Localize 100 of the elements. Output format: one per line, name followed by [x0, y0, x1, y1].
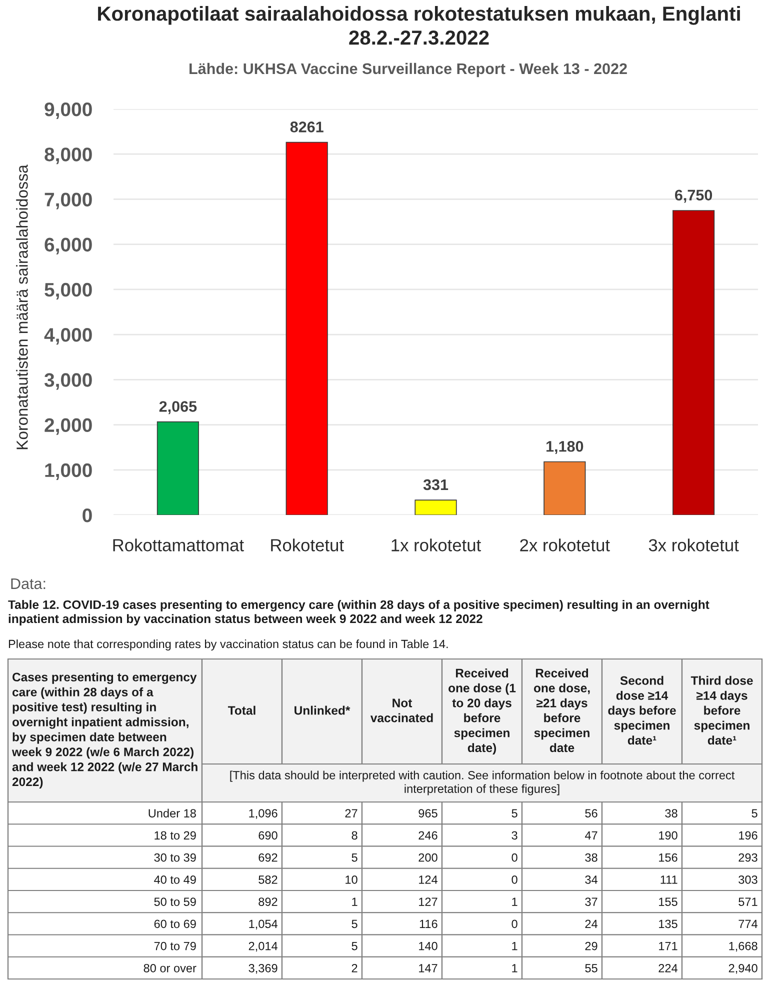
- data-label: 774: [738, 920, 758, 928]
- data-label: 1: [512, 964, 518, 972]
- data-label: 1: [512, 942, 518, 950]
- data-label: 5: [352, 920, 358, 928]
- data-label: 38: [585, 853, 598, 862]
- data-label: 293: [738, 853, 758, 862]
- y-tick-label: 4,000: [44, 328, 92, 345]
- data-label: 224: [658, 964, 678, 972]
- y-tick-label: 30 to 39: [154, 853, 196, 862]
- data-label: 2: [352, 964, 358, 972]
- data-label: 1,096: [249, 809, 278, 819]
- y-tick-label: 1,000: [45, 463, 92, 480]
- x-tick-label: Not vaccinated: [370, 698, 433, 722]
- data-label: 2,014: [248, 942, 278, 952]
- x-tick-label: Total: [228, 706, 256, 715]
- data-label: 5: [512, 809, 518, 818]
- y-tick-label: 80 or over: [144, 964, 196, 972]
- chart-title: Table 12. COVID-19 cases presenting to emergency care (within 28 days of a positive specimen) resulting in an overnight inpatient admission by vaccination status between week 9 2022 and week 12 2022: [8, 600, 710, 626]
- data-label: 34: [585, 875, 598, 884]
- data-label: 0: [512, 853, 518, 862]
- x-tick-label: 2x rokotetut: [520, 538, 610, 552]
- y-tick-label: 0: [82, 508, 92, 522]
- y-tick-label: 6,000: [44, 238, 92, 254]
- data-label: 692: [258, 853, 278, 862]
- data-label: 200: [418, 853, 438, 862]
- data-label: 2,940: [728, 964, 758, 974]
- data-label: 140: [419, 942, 438, 950]
- y-tick-label: 40 to 49: [154, 875, 196, 884]
- data-label: 5: [352, 942, 358, 950]
- data-label: 0: [512, 875, 518, 884]
- y-tick-label: 18 to 29: [154, 831, 196, 840]
- x-tick-label: 3x rokotetut: [648, 538, 739, 552]
- data-label: 196: [739, 831, 758, 840]
- x-tick-label: Rokottamattomat: [113, 538, 244, 552]
- y-tick-label: 5,000: [44, 282, 92, 300]
- data-label: 171: [659, 942, 678, 950]
- data-label: 582: [258, 875, 278, 884]
- x-tick-label: Unlinked*: [294, 706, 350, 715]
- data-label: 1,180: [546, 440, 584, 454]
- data-label: 29: [585, 942, 598, 950]
- y-tick-label: 9,000: [44, 102, 92, 120]
- data-label: 965: [418, 809, 438, 818]
- text: [This data should be interpreted with caution. See information below in footnote about the correct interpretation of these figures]: [230, 770, 735, 796]
- y-axis-title: Koronatautisten määrä sairaalahoidossa: [16, 164, 28, 450]
- data-label: 0: [512, 920, 518, 928]
- data-label: 47: [584, 831, 598, 840]
- chart-subtitle: Please note that corresponding rates by vaccination status can be found in Table 14.: [8, 639, 448, 651]
- data-label: 156: [659, 853, 678, 862]
- data-label: 2,065: [159, 401, 197, 414]
- y-tick-label: 70 to 79: [154, 942, 196, 950]
- data-label: 135: [659, 920, 678, 928]
- data-label: 8: [352, 831, 358, 840]
- y-tick-label: 60 to 69: [154, 920, 196, 928]
- y-tick-label: 50 to 59: [154, 898, 196, 906]
- x-tick-label: Third dose ≥14 days before specimen date¹: [690, 676, 753, 745]
- data-label: 3,369: [248, 964, 278, 974]
- data-label: 892: [258, 898, 278, 906]
- data-label: 690: [258, 831, 278, 840]
- data-label: 1: [352, 898, 358, 906]
- data-label: 6,750: [674, 190, 712, 203]
- data-label: 246: [418, 831, 438, 840]
- data-label: 55: [585, 964, 598, 972]
- text: Data:: [11, 578, 46, 590]
- data-label: 331: [423, 479, 448, 490]
- y-tick-label: 8,000: [44, 148, 92, 164]
- data-label: 8261: [290, 122, 324, 132]
- y-tick-label: 3,000: [44, 373, 92, 390]
- chart-title: Koronapotilaat sairaalahoidossa rokotestatuksen mukaan, Englanti 28.2.-27.3.2022: [98, 6, 740, 45]
- bar: [544, 461, 586, 515]
- data-label: 5: [752, 809, 758, 818]
- y-tick-label: Under 18: [148, 808, 196, 818]
- bar: [414, 500, 457, 515]
- x-tick-label: Rokotetut: [271, 538, 344, 552]
- data-label: 27: [345, 809, 358, 818]
- data-label: 155: [659, 898, 678, 906]
- data-label: 190: [659, 831, 678, 840]
- x-tick-label: 1x rokotetut: [392, 538, 481, 552]
- data-label: 116: [420, 920, 438, 928]
- data-label: 571: [738, 898, 758, 906]
- data-label: 1: [512, 898, 518, 906]
- x-tick-label: Received one dose (1 to 20 days before specimen date): [448, 668, 516, 755]
- data-label: 37: [585, 898, 598, 906]
- data-label: 24: [585, 920, 598, 928]
- x-tick-label: Received one dose, ≥21 days before specimen date: [534, 668, 590, 752]
- data-label: 10: [346, 875, 358, 884]
- text: Cases presenting to emergency care (within 28 days of a positive test) resulting in overnight inpatient admission, by specimen date between week 9 2022 (w/e 6 March 2022) and week 12 2022 (w/e 27 March 2022): [12, 672, 198, 789]
- data-label: 111: [660, 876, 678, 884]
- data-label: 1,668: [729, 942, 758, 952]
- y-tick-label: 2,000: [44, 418, 92, 435]
- y-tick-label: 7,000: [44, 192, 92, 210]
- data-label: 124: [419, 875, 438, 884]
- x-tick-label: Second dose ≥14 days before specimen date¹: [608, 676, 676, 745]
- data-label: 1,054: [249, 920, 278, 930]
- data-label: 147: [419, 964, 438, 972]
- chart-subtitle: Lähde: UKHSA Vaccine Surveillance Report - Week 13 - 2022: [190, 62, 627, 78]
- data-label: 5: [352, 853, 358, 862]
- data-label: 38: [665, 809, 678, 818]
- data-label: 56: [585, 809, 598, 818]
- data-label: 127: [419, 898, 438, 906]
- data-label: 303: [738, 875, 758, 884]
